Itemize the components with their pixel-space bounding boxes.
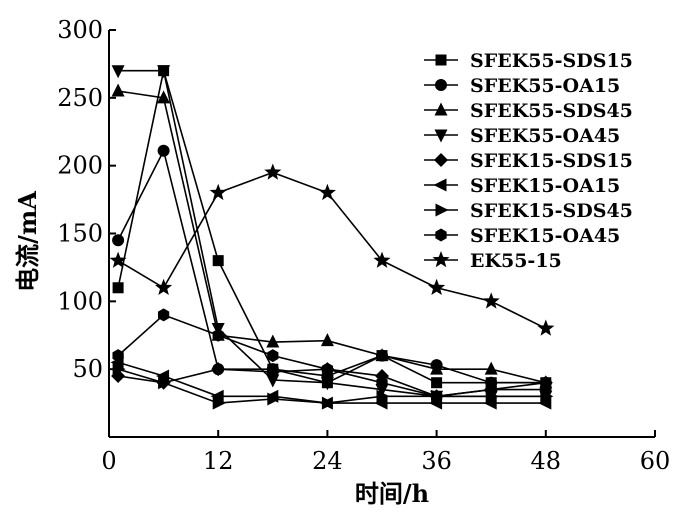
x-tick-label: 0 [101, 447, 116, 475]
legend-label: SFEK15-SDS15 [470, 150, 633, 172]
legend-item: SFEK55-OA45 [424, 125, 620, 147]
series-sfek15-oa45 [112, 308, 552, 403]
x-tick-label: 12 [203, 447, 234, 475]
data-point-square [212, 255, 224, 267]
data-point-triangle-up [111, 83, 125, 97]
data-point-star [109, 251, 127, 268]
legend-label: SFEK15-OA15 [470, 175, 620, 197]
data-point-triangle-up [320, 333, 334, 347]
legend-marker-triangle-left [433, 178, 447, 192]
legend-label: SFEK15-OA45 [470, 225, 620, 247]
legend-item: SFEK55-OA15 [424, 75, 620, 97]
legend-item: SFEK15-OA15 [424, 175, 620, 197]
data-point-hexagon [157, 308, 170, 322]
data-point-triangle-right [158, 376, 172, 390]
data-point-star [482, 292, 500, 309]
legend-label: SFEK55-SDS15 [470, 50, 633, 72]
legend-marker-square [435, 54, 447, 66]
data-point-triangle-down [320, 377, 334, 391]
x-tick-label: 36 [421, 447, 452, 475]
legend-item: SFEK15-OA45 [424, 225, 620, 247]
data-point-hexagon [430, 389, 443, 403]
legend-marker-triangle-down [434, 129, 448, 143]
data-point-circle [112, 234, 125, 247]
data-point-triangle-right [212, 396, 226, 410]
x-tick-label: 60 [640, 447, 671, 475]
legend-item: SFEK55-SDS45 [424, 100, 633, 122]
data-point-triangle-down [266, 374, 280, 388]
data-point-star [318, 183, 336, 201]
y-tick-label: 200 [57, 152, 103, 180]
data-point-star [428, 278, 446, 296]
series-ek55-15 [109, 163, 555, 336]
data-point-hexagon [485, 383, 497, 397]
data-point-triangle-right [376, 389, 390, 403]
data-point-triangle-right [112, 362, 126, 376]
data-point-hexagon [267, 349, 279, 363]
legend-item: EK55-15 [424, 250, 562, 272]
data-point-diamond [211, 362, 226, 377]
data-point-triangle-up [157, 90, 171, 104]
legend-item: SFEK15-SDS45 [424, 200, 633, 222]
data-point-triangle-down [157, 65, 171, 79]
x-axis: 0 12 24 36 48 60 [101, 430, 670, 475]
legend-marker-triangle-up [434, 102, 448, 116]
x-tick-label: 24 [312, 447, 343, 475]
legend-label: SFEK55-SDS45 [470, 100, 633, 122]
data-point-triangle-left [156, 369, 170, 383]
data-point-hexagon [376, 376, 388, 390]
data-point-square [431, 377, 443, 389]
legend-label: SFEK55-OA15 [470, 75, 620, 97]
data-point-triangle-up [266, 334, 280, 348]
legend-marker-star [432, 251, 450, 268]
legend-label: SFEK15-SDS45 [470, 200, 633, 222]
data-point-star [209, 183, 227, 201]
data-point-triangle-up [484, 361, 498, 375]
data-point-star [155, 278, 173, 296]
x-axis-label: 时间/h [355, 479, 429, 508]
data-point-triangle-up [430, 361, 444, 375]
data-point-star [373, 251, 391, 268]
legend-marker-diamond [434, 153, 448, 167]
data-point-triangle-right [321, 396, 335, 410]
legend-item: SFEK15-SDS15 [424, 150, 633, 172]
y-axis: 50 100 150 200 250 300 [57, 16, 116, 383]
data-point-hexagon [212, 328, 224, 342]
legend: SFEK55-SDS15 SFEK55-OA15 SFEK55-SDS45 SFEK5… [424, 50, 633, 272]
legend-label: SFEK55-OA45 [470, 125, 620, 147]
series-layer [109, 65, 555, 410]
x-tick-label: 48 [531, 447, 562, 475]
data-point-hexagon [112, 349, 124, 363]
y-axis-label: 电流/mA [13, 191, 42, 292]
y-tick-label: 50 [72, 355, 103, 383]
legend-marker-circle [435, 79, 447, 91]
legend-label: EK55-15 [470, 250, 562, 272]
data-point-circle [157, 144, 170, 157]
y-tick-label: 300 [57, 16, 103, 44]
data-point-triangle-left [483, 396, 497, 410]
legend-item: SFEK55-SDS15 [424, 50, 633, 72]
data-point-square [112, 282, 124, 294]
y-tick-label: 250 [57, 84, 103, 112]
data-point-star [264, 163, 282, 180]
y-tick-label: 150 [57, 220, 103, 248]
data-point-triangle-up [375, 348, 389, 362]
data-point-star [537, 319, 555, 336]
data-point-triangle-left [374, 396, 388, 410]
legend-marker-triangle-right [435, 203, 449, 217]
data-point-triangle-left [210, 389, 224, 403]
data-point-triangle-right [267, 392, 281, 406]
data-point-diamond [265, 364, 280, 379]
legend-marker-hexagon [435, 228, 447, 242]
data-point-hexagon [321, 362, 334, 376]
data-point-triangle-left [538, 396, 552, 410]
data-point-hexagon [540, 383, 552, 397]
y-tick-label: 100 [57, 287, 103, 315]
data-point-triangle-down [111, 65, 125, 79]
